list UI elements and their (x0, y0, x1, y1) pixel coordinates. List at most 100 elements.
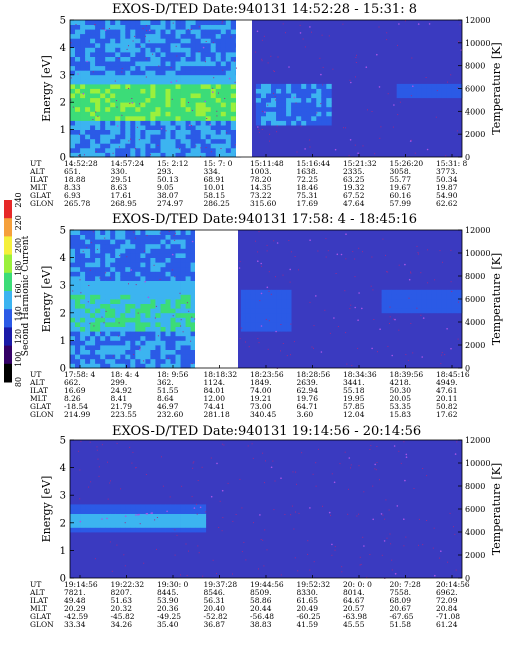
spectrogram-cell (230, 47, 237, 53)
spectrogram-cell (210, 65, 217, 71)
spectrogram-cell (80, 230, 86, 235)
spectrogram-cell (205, 74, 212, 80)
noise-speck (277, 56, 279, 58)
spectrogram-cell (130, 56, 136, 62)
spectrogram-cell (160, 102, 166, 108)
noise-speck (275, 99, 276, 101)
noise-speck (299, 24, 301, 26)
noise-speck (98, 466, 100, 468)
spectrogram-cell (240, 308, 247, 314)
spectrogram-cell (75, 102, 81, 108)
spectrogram-cell (135, 354, 141, 360)
colorbar-segment (4, 363, 12, 383)
ephemeris-value: 47.61 (436, 386, 458, 395)
spectrogram-cell (160, 513, 166, 519)
spectrogram-cell (140, 65, 146, 71)
spectrogram-cell (160, 363, 166, 369)
spectrogram-cell (145, 518, 151, 524)
spectrogram-cell (190, 56, 196, 62)
spectrogram-cell (170, 97, 176, 103)
ephemeris-value: 18: 4: 4 (110, 370, 140, 379)
spectrogram-cell (130, 65, 136, 71)
noise-speck (98, 475, 100, 477)
spectrogram-cell (110, 47, 116, 53)
spectrogram-cell (291, 88, 297, 94)
spectrogram-cell (95, 285, 101, 291)
noise-speck (389, 316, 391, 318)
spectrogram-cell (80, 70, 86, 76)
spectrogram-cell (95, 129, 101, 135)
y-right-tick-label: 4000 (465, 107, 485, 116)
noise-speck (403, 441, 405, 443)
spectrogram-cell (165, 93, 171, 99)
temperature-point (328, 511, 331, 514)
spectrogram-cell (120, 20, 126, 25)
spectrogram-cell (441, 88, 448, 94)
spectrogram-cell (75, 106, 81, 112)
spectrogram-cell (150, 522, 156, 528)
spectrogram-cell (230, 129, 237, 135)
ephemeris-value: 293. (157, 167, 174, 176)
spectrogram-cell (140, 312, 146, 318)
spectrogram-cell (276, 303, 282, 309)
spectrogram-cell (210, 129, 217, 135)
spectrogram-cell (70, 299, 76, 304)
spectrogram-cell (145, 312, 151, 318)
spectrogram-cell (150, 253, 156, 258)
spectrogram-cell (100, 143, 106, 149)
spectrogram-cell (215, 88, 222, 94)
noise-speck (221, 443, 223, 445)
ephemeris-value: 362. (157, 378, 174, 387)
spectrogram-cell (110, 509, 116, 514)
spectrogram-cell (301, 83, 307, 89)
y-tick-label: 0 (60, 574, 66, 585)
spectrogram-cell (105, 257, 111, 263)
spectrogram-cell (175, 262, 181, 268)
spectrogram-cell (130, 243, 136, 249)
spectrogram-cell (135, 294, 141, 300)
spectrogram-cell (115, 125, 121, 130)
spectrogram-cell (80, 354, 86, 360)
ephemeris-value: 651. (64, 167, 81, 176)
spectrogram-cell (100, 106, 106, 112)
noise-speck (347, 513, 349, 515)
spectrogram-cell (125, 518, 131, 524)
y-right-tick-label: 4000 (465, 528, 485, 537)
noise-speck (451, 291, 453, 292)
colorbar-tick-label: 160 (14, 283, 23, 298)
spectrogram-cell (110, 74, 116, 80)
spectrogram-cell (125, 363, 131, 369)
spectrogram-cell (135, 88, 141, 94)
spectrogram-cell (326, 83, 332, 89)
spectrogram-cell (80, 308, 86, 314)
ephemeris-value: 274.97 (157, 199, 184, 208)
ephemeris-value: 54.90 (436, 191, 458, 200)
colorbar-tick-label: 120 (14, 329, 23, 344)
spectrogram-cell (150, 33, 156, 39)
spectrogram-cell (170, 88, 176, 94)
spectrogram-cell (155, 518, 161, 524)
spectrogram-cell (180, 111, 186, 117)
spectrogram-cell (200, 509, 207, 514)
spectrogram-cell (301, 106, 307, 112)
spectrogram-cell (85, 56, 91, 62)
spectrogram-cell (125, 93, 131, 99)
noise-speck (134, 35, 136, 37)
spectrogram-cell (120, 326, 126, 332)
temperature-point (394, 318, 396, 321)
spectrogram-cell (85, 42, 91, 48)
ephemeris-value: 73.00 (250, 402, 272, 411)
spectrogram-cell (85, 88, 91, 94)
spectrogram-cell (110, 285, 116, 291)
spectrogram-cell (100, 111, 106, 117)
spectrogram-cell (261, 102, 267, 108)
spectrogram-cell (170, 262, 176, 268)
spectrogram-cell (155, 24, 161, 30)
spectrogram-cell (110, 358, 116, 364)
spectrogram-cell (271, 97, 277, 103)
noise-speck (126, 256, 128, 258)
spectrogram-cell (205, 61, 212, 67)
spectrogram-cell (75, 299, 81, 304)
spectrogram-cell (220, 138, 227, 144)
noise-speck (152, 53, 154, 55)
